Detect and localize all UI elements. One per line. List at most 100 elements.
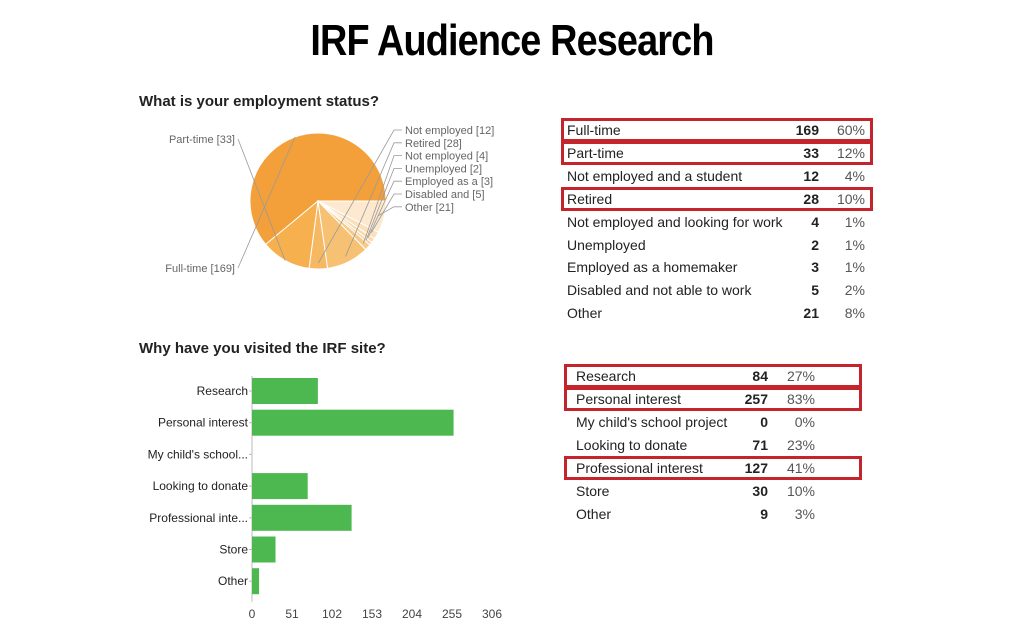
x-tick-label: 153 [362,607,382,621]
row-label: Not employed and a student [567,167,743,184]
row-label: Research [576,368,636,384]
pie-leader-line [363,155,402,244]
row-count: 30 [752,483,768,499]
row-percent: 83% [786,391,815,407]
pie-leader-line [237,138,286,261]
table-row: Not employed and a student 12 4% [567,165,867,187]
table-row: Full-time 169 60% [567,119,867,141]
pie-leader-line [367,180,402,238]
row-label: Part-time [567,144,624,161]
table-row: Looking to donate 71 23% [576,434,821,456]
row-count: 84 [752,368,768,384]
row-label: Full-time [567,122,621,138]
bar-category-label: My child's school... [148,447,248,461]
pie-slice-label: Part-time [33] [169,134,235,146]
x-tick-label: 0 [249,607,256,621]
row-percent: 1% [844,259,865,276]
x-tick-label: 102 [322,607,342,621]
row-count: 12 [803,167,819,184]
row-label: Other [576,506,612,522]
row-percent: 10% [836,190,865,207]
pie-slice-label: Unemployed [2] [405,163,482,175]
row-label: Other [567,305,603,322]
row-label: Employed as a homemaker [567,259,738,276]
pie-leader-line [318,129,402,264]
row-label: Not employed and looking for work [567,213,783,230]
bar-category-label: Other [218,574,248,588]
pie-leader-line [237,136,296,269]
x-tick-label: 204 [402,607,422,621]
pie-slice [317,200,387,233]
row-percent: 1% [844,213,865,230]
row-count: 2 [811,236,819,253]
row-count: 3 [811,259,819,276]
pie-slice-label: Not employed [12] [405,125,494,137]
x-tick-label: 255 [442,607,462,621]
employment-question: What is your employment status? [139,93,380,110]
highlight-box [564,387,862,411]
table-row: Unemployed 2 1% [567,234,867,256]
pie-slice-label: Employed as a [3] [405,176,493,188]
table-row: Research 84 27% [576,365,821,387]
table-row: Employed as a homemaker 3 1% [567,256,867,278]
bar [252,504,352,531]
table-row: Disabled and not able to work 5 2% [567,279,867,301]
table-row: Store 30 10% [576,480,821,502]
row-percent: 23% [786,437,815,453]
table-row: Part-time 33 12% [567,142,867,164]
pie-slice-label: Disabled and [5] [405,189,485,201]
row-label: My child's school project [576,414,728,430]
pie-slice-label: Retired [28] [405,138,462,150]
row-percent: 10% [786,483,815,499]
row-label: Personal interest [576,391,682,407]
row-label: Disabled and not able to work [567,282,752,299]
row-percent: 1% [844,236,865,253]
pie-slice-label: Other [21] [405,202,454,214]
bar-category-label: Research [197,384,248,398]
bar [252,536,276,563]
highlight-box [561,118,873,142]
bar-category-label: Personal interest [158,416,249,430]
highlight-box [561,140,873,165]
row-percent: 41% [786,460,815,476]
visit-bar-chart: Research Personal interest My child's scho… [148,376,502,621]
row-percent: 8% [844,305,865,322]
pie-leader-line [345,142,402,257]
pie-slice-label: Full-time [169] [165,263,235,275]
table-row: My child's school project 0 0% [576,411,821,433]
table-row: Professional interest 127 41% [576,457,821,479]
row-percent: 60% [836,122,865,138]
pie-slice [249,132,387,246]
row-label: Unemployed [567,236,646,253]
highlight-box [564,364,862,388]
pie-leader-line [378,206,402,216]
visit-question: Why have you visited the IRF site? [139,340,386,357]
row-count: 4 [811,213,819,230]
pie-leader-line [371,193,402,233]
x-tick-label: 306 [482,607,502,621]
table-row: Personal interest 257 83% [576,388,821,410]
row-label: Store [576,483,610,499]
row-percent: 27% [786,368,815,384]
highlight-box [564,456,862,480]
row-count: 0 [760,414,768,430]
table-row: Other 21 8% [567,302,867,324]
bar-category-label: Professional inte... [149,511,248,525]
bar [252,378,318,404]
pie-slice-label: Not employed [4] [405,151,488,163]
row-label: Retired [567,190,613,207]
bar-category-label: Store [219,543,248,557]
bar-category-label: Looking to donate [153,479,249,493]
pie-leader-line [365,168,402,241]
employment-pie-chart: Full-time [169] Part-time [33] Not employe… [165,125,494,275]
page-title: IRF Audience Research [310,16,714,65]
row-count: 169 [795,122,819,138]
row-label: Professional interest [576,460,703,476]
table-row: Not employed and looking for work 4 1% [567,211,867,233]
row-percent: 2% [844,282,865,299]
x-tick-label: 51 [285,607,299,621]
bar [252,473,308,500]
row-percent: 4% [844,167,865,184]
table-row: Retired 28 10% [567,188,867,210]
row-percent: 3% [794,506,815,522]
